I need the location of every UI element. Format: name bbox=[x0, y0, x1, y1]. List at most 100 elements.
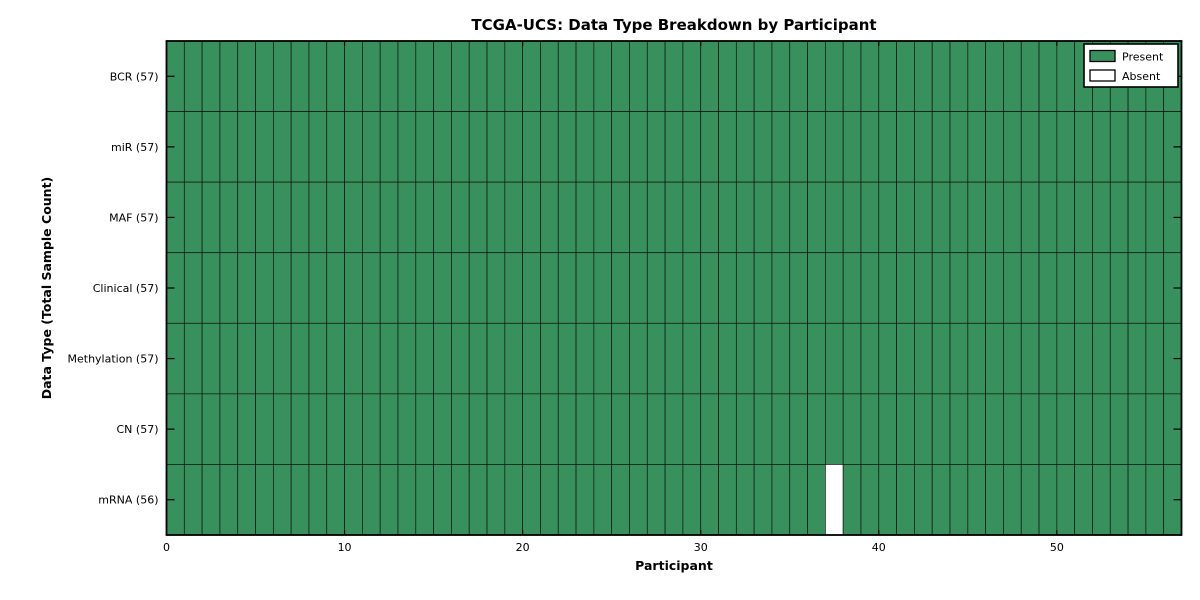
x-tick-label: 40 bbox=[872, 541, 886, 554]
heatmap-cell bbox=[878, 40, 897, 112]
heatmap-cell bbox=[753, 111, 773, 183]
heatmap-cell bbox=[789, 322, 808, 395]
heatmap-cell bbox=[1056, 252, 1076, 324]
heatmap-cell bbox=[1127, 111, 1147, 183]
x-tick-label: 0 bbox=[163, 541, 170, 554]
row-label: mRNA (56) bbox=[98, 494, 158, 507]
heatmap-cell bbox=[878, 464, 897, 536]
heatmap-cell bbox=[219, 464, 239, 536]
heatmap-cell bbox=[593, 111, 613, 183]
heatmap-cell bbox=[540, 464, 559, 536]
heatmap-cell bbox=[326, 40, 345, 112]
heatmap-cell bbox=[629, 322, 648, 395]
heatmap-cell bbox=[326, 322, 345, 395]
heatmap-cell bbox=[237, 322, 256, 395]
heatmap-cell bbox=[272, 464, 292, 536]
heatmap-cell bbox=[1056, 464, 1076, 536]
heatmap-cell bbox=[522, 464, 541, 536]
heatmap-cell bbox=[255, 40, 274, 112]
heatmap-cell bbox=[949, 464, 969, 536]
heatmap-cell bbox=[860, 393, 880, 465]
heatmap-cell bbox=[1038, 393, 1058, 465]
heatmap-cell bbox=[629, 252, 648, 324]
heatmap-cell bbox=[1003, 181, 1022, 254]
heatmap-cell bbox=[237, 393, 256, 465]
heatmap-cell bbox=[272, 252, 292, 324]
heatmap-cell bbox=[611, 464, 630, 536]
heatmap-cell bbox=[842, 111, 862, 183]
heatmap-cell bbox=[255, 393, 274, 465]
heatmap-cell bbox=[308, 252, 328, 324]
heatmap-cell bbox=[664, 393, 684, 465]
heatmap-cell bbox=[949, 181, 969, 254]
heatmap-cell bbox=[344, 181, 363, 254]
heatmap-cell bbox=[985, 111, 1004, 183]
heatmap-cell bbox=[451, 40, 470, 112]
heatmap-cell bbox=[397, 393, 417, 465]
heatmap-cell bbox=[290, 181, 310, 254]
heatmap-cell bbox=[931, 252, 951, 324]
heatmap-cell bbox=[1003, 393, 1022, 465]
heatmap-cell bbox=[201, 393, 221, 465]
heatmap-cell bbox=[1003, 322, 1022, 395]
heatmap-cell bbox=[753, 181, 773, 254]
heatmap-cell bbox=[682, 181, 702, 254]
heatmap-cell bbox=[1003, 252, 1022, 324]
heatmap-cell bbox=[789, 40, 808, 112]
heatmap-cell bbox=[878, 181, 897, 254]
heatmap-cell bbox=[1109, 464, 1129, 536]
heatmap-cell bbox=[1145, 111, 1165, 183]
heatmap-cell bbox=[1074, 111, 1093, 183]
heatmap-cell bbox=[931, 393, 951, 465]
heatmap-cell bbox=[451, 393, 470, 465]
heatmap-cell bbox=[451, 252, 470, 324]
heatmap-cell bbox=[486, 40, 506, 112]
x-tick-label: 10 bbox=[338, 541, 352, 554]
heatmap-cell bbox=[1109, 393, 1129, 465]
heatmap-cell bbox=[415, 40, 434, 112]
plot-border bbox=[165, 40, 1183, 536]
heatmap-cell bbox=[326, 181, 345, 254]
heatmap-cell bbox=[842, 322, 862, 395]
heatmap-cell bbox=[415, 322, 434, 395]
heatmap-cell bbox=[433, 181, 452, 254]
heatmap-cell bbox=[1038, 464, 1058, 536]
heatmap-cell bbox=[646, 464, 666, 536]
heatmap-cell bbox=[646, 393, 666, 465]
heatmap-cell bbox=[397, 111, 417, 183]
heatmap-cell bbox=[878, 111, 897, 183]
heatmap-cell bbox=[931, 111, 951, 183]
heatmap-cell bbox=[290, 111, 310, 183]
heatmap-cell bbox=[753, 393, 773, 465]
heatmap-cell bbox=[290, 464, 310, 536]
x-tick-label: 30 bbox=[694, 541, 708, 554]
heatmap-cell bbox=[914, 252, 933, 324]
heatmap-cell bbox=[272, 393, 292, 465]
heatmap-cell bbox=[575, 252, 595, 324]
heatmap-cell bbox=[183, 40, 203, 112]
heatmap-cell bbox=[700, 40, 719, 112]
heatmap-cell bbox=[557, 181, 577, 254]
heatmap-cell bbox=[1145, 393, 1165, 465]
row-label: BCR (57) bbox=[110, 70, 159, 83]
heatmap-cell bbox=[1074, 252, 1093, 324]
heatmap-cell bbox=[593, 393, 613, 465]
heatmap-cell bbox=[914, 181, 933, 254]
heatmap-cell bbox=[771, 111, 791, 183]
heatmap-cell bbox=[593, 464, 613, 536]
legend-swatch-present bbox=[1089, 49, 1116, 63]
heatmap-cell bbox=[326, 393, 345, 465]
heatmap-cell bbox=[272, 181, 292, 254]
heatmap-cell bbox=[718, 252, 737, 324]
heatmap-cell bbox=[967, 111, 986, 183]
heatmap-cell bbox=[504, 181, 523, 254]
heatmap-cell bbox=[522, 393, 541, 465]
heatmap-cells bbox=[166, 40, 1182, 536]
heatmap-cell bbox=[896, 40, 915, 112]
heatmap-cell bbox=[379, 393, 399, 465]
heatmap-cell bbox=[433, 322, 452, 395]
heatmap-cell bbox=[1127, 181, 1147, 254]
heatmap-cell bbox=[842, 464, 862, 536]
heatmap-cell bbox=[771, 464, 791, 536]
